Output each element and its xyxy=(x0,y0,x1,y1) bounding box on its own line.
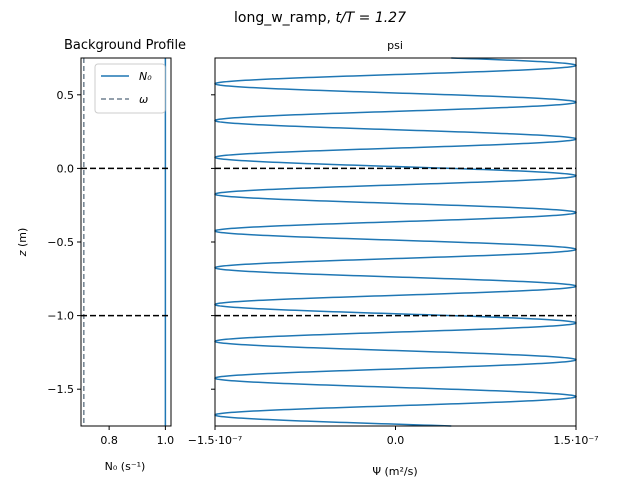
left-xtick-label: 0.8 xyxy=(100,434,118,447)
legend-omega-label: ω xyxy=(139,93,148,106)
left-xtick-label: 1.0 xyxy=(157,434,175,447)
right-xtick-label: −1.5·10⁻⁷ xyxy=(188,434,242,447)
left-ytick-label: −1.5 xyxy=(47,383,74,396)
left-plot-area xyxy=(81,58,171,426)
right-x-axis-label: Ψ (m²/s) xyxy=(372,465,417,478)
right-xtick-label: 0.0 xyxy=(387,434,405,447)
left-y-axis-label: z (m) xyxy=(16,228,29,258)
right-axes-frame xyxy=(214,57,577,427)
left-ytick-label: −0.5 xyxy=(47,236,74,249)
right-plot-area xyxy=(214,57,577,427)
right-axes-title: psi xyxy=(387,39,403,52)
right-xtick-label: 1.5·10⁻⁷ xyxy=(553,434,598,447)
suptitle-math: t/T = 1.27 xyxy=(335,10,406,26)
left-ytick-label: 0.0 xyxy=(57,162,75,175)
left-x-axis-label: N₀ (s⁻¹) xyxy=(105,460,146,473)
psi-series-line xyxy=(214,57,577,427)
legend: N₀ ω xyxy=(94,63,166,114)
right-x-ticks: −1.5·10⁻⁷ 0.0 1.5·10⁻⁷ xyxy=(188,426,599,447)
left-ytick-label: −1.0 xyxy=(47,310,74,323)
legend-n0-label: N₀ xyxy=(139,70,152,83)
psi-axes: psi −1.5·10⁻⁷ 0.0 1.5·10⁻⁷ Ψ (m²/s) xyxy=(188,39,599,478)
left-axes-title: Background Profile xyxy=(64,38,186,53)
legend-frame xyxy=(94,63,166,114)
figure-suptitle: long_w_ramp, t/T = 1.27 xyxy=(234,10,406,26)
right-y-ticks xyxy=(211,94,215,390)
background-profile-axes: Background Profile 0.5 0.0 −0.5 −1.0 −1.5 0.… xyxy=(16,38,186,473)
left-x-ticks: 0.8 1.0 xyxy=(100,426,174,447)
left-ytick-label: 0.5 xyxy=(57,89,75,102)
left-y-ticks: 0.5 0.0 −0.5 −1.0 −1.5 xyxy=(47,89,81,396)
